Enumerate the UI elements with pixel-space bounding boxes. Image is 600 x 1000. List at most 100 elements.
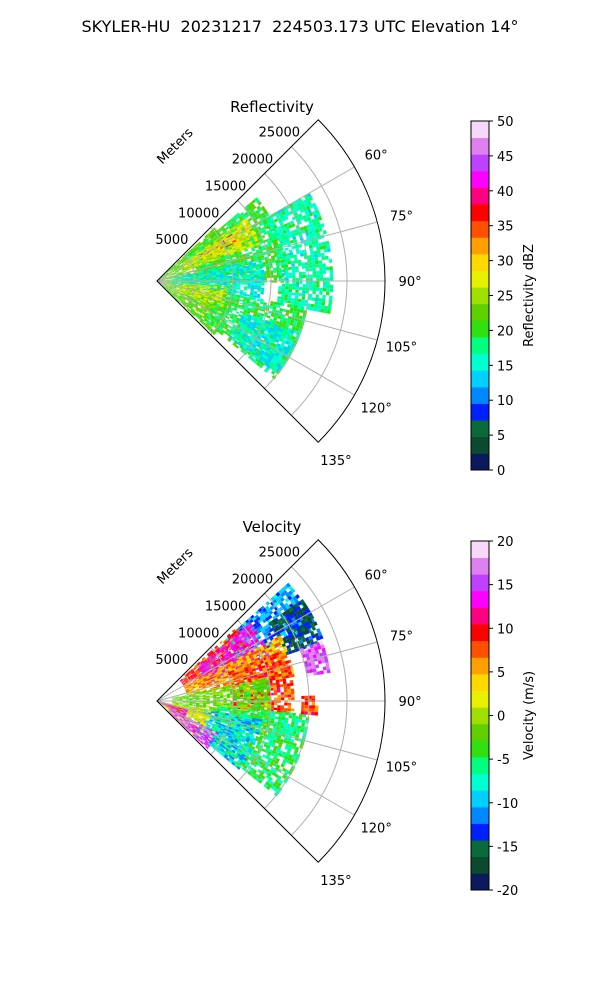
radar-cell (263, 231, 268, 236)
radar-cell (175, 290, 179, 293)
radar-cell (220, 247, 225, 251)
radar-cell (278, 286, 282, 289)
radar-cell (252, 225, 257, 230)
radar-cell (234, 244, 239, 248)
radar-cell (319, 245, 324, 250)
radar-cell (295, 286, 299, 290)
radar-cell (180, 274, 184, 277)
radar-cell (240, 271, 244, 275)
radar-cell (223, 275, 227, 277)
radar-cell (195, 251, 200, 255)
radar-cell (166, 284, 170, 287)
radar-cell (322, 230, 327, 235)
radar-cell (172, 272, 176, 275)
radar-cell (200, 318, 205, 322)
radar-cell (182, 262, 186, 265)
radar-cell (251, 199, 256, 204)
radar-cell (213, 277, 217, 279)
radar-cell (213, 305, 217, 308)
radar-cell (257, 207, 263, 212)
radar-cell (173, 267, 177, 270)
radar-cell (170, 278, 174, 280)
radar-cell (262, 208, 267, 213)
radar-cell (173, 292, 177, 295)
radar-cell (185, 274, 189, 276)
radar-cell (199, 266, 204, 269)
radar-cell (169, 273, 173, 276)
radar-cell (222, 228, 227, 233)
radar-cell (236, 248, 240, 252)
radar-cell (243, 277, 248, 280)
radar-cell (320, 252, 325, 257)
colorbar-tick-label: 45 (497, 150, 514, 165)
radar-cell (250, 246, 255, 250)
radar-cell (208, 324, 213, 329)
radar-cell (218, 250, 223, 254)
radar-cell (179, 271, 183, 274)
radar-cell (212, 260, 216, 263)
radar-cell (166, 285, 170, 288)
radar-cell (179, 272, 184, 275)
radar-cell (329, 288, 334, 293)
radar-cell (246, 237, 251, 241)
radar-cell (244, 220, 249, 225)
radar-cell (292, 286, 296, 290)
radar-cell (193, 299, 197, 302)
radar-cell (184, 267, 189, 270)
radar-cell (212, 254, 217, 258)
radar-cell (281, 264, 285, 268)
radar-cell (196, 252, 200, 256)
radar-cell (176, 294, 180, 298)
radial-axis-label: Meters (155, 125, 197, 167)
radar-cell (202, 303, 206, 307)
radar-cell (187, 256, 191, 260)
radar-cell (227, 224, 232, 229)
radar-cell (233, 285, 238, 288)
radar-cell (177, 284, 181, 287)
radar-cell (250, 286, 255, 290)
radar-cell (223, 276, 227, 279)
radar-cell (259, 252, 264, 256)
radar-cell (284, 267, 289, 271)
radar-cell (170, 268, 174, 271)
radar-cell (246, 229, 251, 234)
radar-cell (208, 246, 213, 250)
azimuth-tick-label: 120° (361, 402, 392, 417)
radar-cell (237, 234, 242, 239)
radar-cell (202, 303, 207, 306)
radar-cell (190, 254, 194, 258)
radar-cell (223, 253, 228, 256)
radar-cell (191, 303, 195, 306)
radar-cell (162, 274, 166, 278)
radar-cell (197, 247, 202, 251)
radar-cell (236, 226, 241, 230)
radar-cell (295, 289, 299, 293)
radar-cell (182, 255, 186, 259)
radar-cell (234, 221, 239, 226)
radar-cell (248, 201, 254, 206)
radar-cell (238, 252, 243, 256)
radar-cell (236, 249, 241, 253)
radar-cell (181, 261, 186, 265)
radar-cell (301, 262, 306, 266)
radar-cell (170, 275, 174, 278)
radar-cell (237, 277, 241, 280)
radar-cell (171, 269, 175, 272)
radar-cell (228, 219, 232, 223)
radar-cell (317, 253, 322, 258)
radar-cell (260, 272, 265, 275)
radar-cell (165, 272, 169, 276)
radar-cell (173, 285, 177, 288)
radar-cell (199, 264, 203, 267)
radar-cell (215, 243, 219, 247)
radar-cell (237, 260, 241, 264)
radar-cell (216, 282, 221, 284)
radar-cell (180, 300, 184, 303)
radar-cell (202, 321, 207, 325)
radar-cell (210, 258, 215, 261)
radar-cell (227, 263, 231, 266)
radar-cell (182, 262, 186, 266)
radar-cell (206, 242, 211, 246)
radar-cell (207, 325, 212, 330)
radar-cell (310, 251, 314, 256)
